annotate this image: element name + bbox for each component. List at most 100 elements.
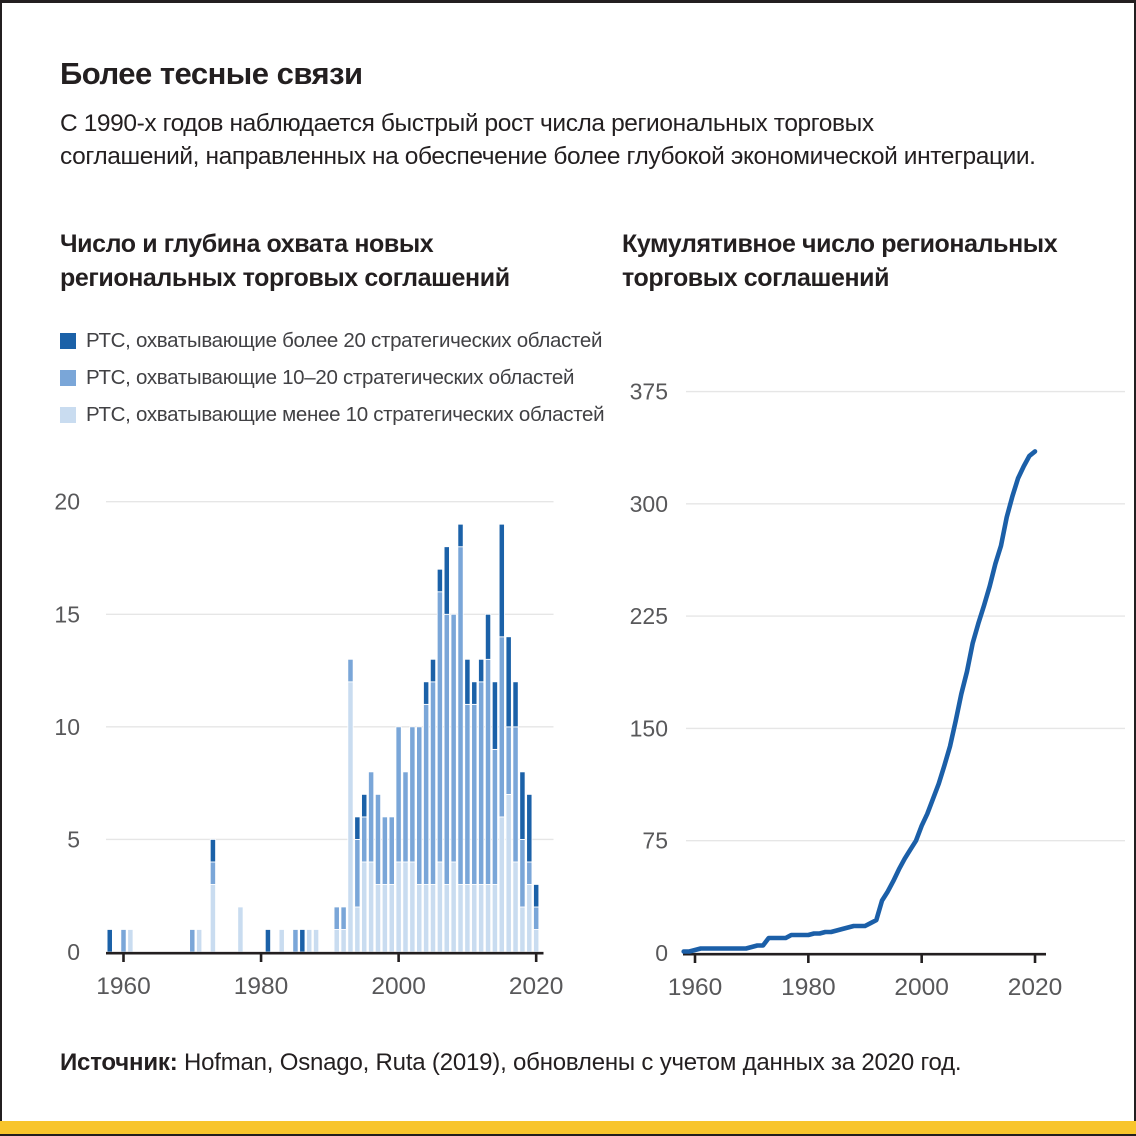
line-chart-title: Кумулятивное число региональных торговых… <box>622 227 1122 295</box>
bar-segment <box>264 929 271 953</box>
svg-text:150: 150 <box>630 715 668 741</box>
bar-segment <box>388 884 395 953</box>
svg-text:2020: 2020 <box>1008 974 1063 1001</box>
bar-segment <box>505 726 512 795</box>
svg-text:20: 20 <box>54 489 80 515</box>
bar-chart-title-line-1: Число и глубина охвата новых <box>60 230 434 258</box>
subtitle-line-1: С 1990-х годов наблюдается быстрый рост … <box>60 110 874 137</box>
frame-top-border <box>0 0 1136 3</box>
bar-segment <box>340 929 347 953</box>
bar-segment <box>361 861 368 953</box>
bar-segment <box>402 861 409 953</box>
bar-segment <box>402 771 409 863</box>
svg-text:300: 300 <box>630 491 668 517</box>
subtitle-line-2: соглашений, направленных на обеспечение … <box>60 143 1036 170</box>
bar-segment <box>374 884 382 953</box>
bar-segment <box>443 613 450 885</box>
svg-text:0: 0 <box>67 939 80 965</box>
svg-text:2020: 2020 <box>509 973 564 1000</box>
bar-segment <box>505 793 512 953</box>
bar-segment <box>278 929 285 953</box>
source-label: Источник: <box>60 1049 178 1076</box>
legend-swatch-icon <box>60 369 76 386</box>
bar-segment <box>443 546 450 615</box>
bar-segment <box>491 748 498 885</box>
line-chart-title-line-1: Кумулятивное число региональных <box>622 230 1058 258</box>
bar-segment <box>533 929 540 953</box>
bar-segment <box>196 929 203 953</box>
frame-left-border <box>0 0 2 1136</box>
legend-item-0: РТС, охватывающие более 20 стратегически… <box>60 329 604 352</box>
bar-segment <box>512 726 519 863</box>
bar-segment <box>416 884 423 953</box>
bar-segment <box>471 703 478 885</box>
bar-segment <box>416 726 423 885</box>
legend-label: РТС, охватывающие менее 10 стратегически… <box>86 402 605 426</box>
bar-segment <box>498 523 505 638</box>
bar-segment <box>120 929 127 953</box>
bar-segment <box>498 636 505 818</box>
bar-segment <box>347 658 354 683</box>
bar-segment <box>464 703 471 885</box>
bar-chart-title-line-2: региональных торговых соглашений <box>60 264 510 292</box>
svg-text:0: 0 <box>655 940 668 966</box>
bar-segment <box>395 861 402 953</box>
bar-segment <box>361 816 368 863</box>
legend-item-1: РТС, охватывающие 10–20 стратегических о… <box>60 366 604 389</box>
bar-segment <box>484 613 492 660</box>
bar-segment <box>484 884 492 953</box>
bar-segment <box>436 861 443 953</box>
bar-segment <box>368 861 375 953</box>
bar-segment <box>313 929 320 953</box>
bar-segment <box>354 839 361 908</box>
bar-segment <box>354 906 361 953</box>
bar-segment <box>450 613 457 863</box>
bar-segment <box>306 929 313 953</box>
bar-segment <box>484 658 492 885</box>
bar-segment <box>209 839 216 863</box>
bar-segment <box>457 523 464 548</box>
bar-segment <box>526 884 533 953</box>
bar-segment <box>429 658 437 683</box>
svg-text:75: 75 <box>642 828 668 854</box>
bar-segment <box>388 816 395 885</box>
bar-chart-title: Число и глубина охвата новых региональны… <box>60 227 620 295</box>
legend-label: РТС, охватывающие более 20 стратегически… <box>86 328 603 352</box>
bar-segment <box>491 884 498 953</box>
page-title: Более тесные связи <box>60 56 363 91</box>
bar-segment <box>429 681 437 885</box>
source-note: Источник: Hofman, Osnago, Ruta (2019), о… <box>60 1049 1100 1077</box>
bar-segment <box>361 793 368 818</box>
svg-text:1980: 1980 <box>781 974 836 1001</box>
bar-segment <box>209 861 216 885</box>
bar-segment <box>333 929 340 953</box>
bar-segment <box>443 884 450 953</box>
svg-text:2000: 2000 <box>371 973 426 1000</box>
bar-segment <box>457 546 464 885</box>
bar-chart-legend: РТС, охватывающие более 20 стратегически… <box>60 329 605 440</box>
bar-segment <box>512 861 519 953</box>
bar-segment <box>471 884 478 953</box>
bar-segment <box>533 884 540 908</box>
bar-segment <box>436 591 443 863</box>
bar-segment <box>498 816 505 953</box>
bar-segment <box>436 568 443 593</box>
bar-segment <box>127 929 134 953</box>
svg-text:1960: 1960 <box>668 974 723 1001</box>
bar-segment <box>409 726 416 863</box>
line-chart: 0 75 150 225 300 375 1960 1980 2000 2020 <box>630 379 1125 1001</box>
bar-segment <box>333 906 340 930</box>
svg-text:375: 375 <box>630 379 668 405</box>
bar-segment <box>409 861 416 953</box>
bar-segment <box>505 636 512 728</box>
bar-segment <box>464 658 471 705</box>
bar-segment <box>381 884 388 953</box>
bar-segment <box>519 839 526 908</box>
bar-segment <box>519 906 526 953</box>
bar-segment <box>423 884 430 953</box>
svg-text:1960: 1960 <box>96 973 151 1000</box>
bar-segment <box>423 681 430 705</box>
legend-swatch-icon <box>60 332 76 349</box>
bar-segment <box>395 726 402 863</box>
